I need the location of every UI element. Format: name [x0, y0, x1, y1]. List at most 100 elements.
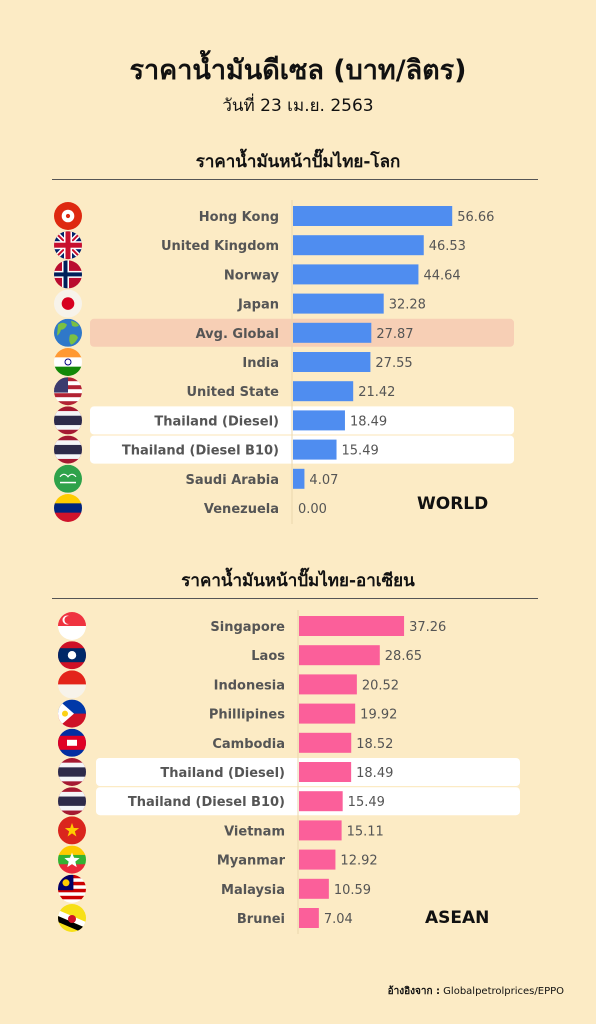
bar [299, 762, 352, 782]
page-title: ราคาน้ำมันดีเซล (บาท/ลิตร) [129, 55, 467, 86]
bar-value: 18.52 [356, 737, 393, 752]
cambodia-flag-icon [58, 728, 86, 757]
bar [299, 703, 356, 724]
bar-label: Thailand (Diesel) [160, 766, 285, 781]
bar-value: 18.49 [356, 766, 393, 781]
bar-value: 18.49 [350, 414, 387, 429]
bar-value: 10.59 [334, 883, 371, 898]
world-tag: WORLD [417, 494, 489, 514]
bar-label: Indonesia [214, 678, 285, 693]
bar [299, 645, 380, 666]
bar-value: 15.11 [347, 824, 384, 839]
bar [293, 381, 354, 402]
brunei-flag-icon [58, 904, 86, 932]
asean-bar-chart: Singapore 37.26 Laos 28.65 Indonesia 20.52 Phi… [58, 610, 520, 934]
bar [293, 468, 305, 489]
bar-value: 28.65 [385, 649, 422, 664]
bar-value: 44.64 [423, 268, 460, 283]
singapore-flag-icon [58, 612, 86, 640]
bar-label: Norway [224, 268, 280, 283]
japan-flag-icon [54, 289, 82, 318]
world-section-title: ราคาน้ำมันหน้าปั๊มไทย-โลก [195, 152, 401, 172]
bar-label: Thailand (Diesel B10) [128, 795, 285, 810]
bar-label: United State [186, 385, 279, 400]
indonesia-flag-icon [58, 670, 86, 699]
world-section-rule [52, 179, 538, 180]
bar [293, 293, 384, 314]
bar-value: 27.55 [375, 356, 412, 371]
bar-label: Malaysia [221, 883, 285, 898]
thailand-flag-icon [58, 758, 86, 786]
bar [299, 849, 336, 870]
world-bar-chart: Hong Kong 56.66 United Kingdom 46.53 Norway 4… [54, 200, 514, 524]
thailand-flag-icon [54, 435, 82, 464]
bar [299, 878, 329, 899]
bar-label: India [242, 356, 279, 371]
bar [299, 732, 352, 753]
bar-label: Singapore [210, 620, 285, 635]
india-flag-icon [54, 348, 82, 376]
bar [299, 791, 343, 812]
bar-value: 21.42 [358, 385, 395, 400]
bar-label: Saudi Arabia [186, 473, 279, 488]
page-subtitle: วันที่ 23 เม.ย. 2563 [222, 96, 374, 116]
bar-value: 20.52 [362, 678, 399, 693]
philippines-flag-icon [58, 699, 86, 728]
laos-flag-icon [58, 641, 86, 670]
vietnam-flag-icon [58, 816, 86, 845]
bar [293, 410, 345, 431]
source-label: อ้างอิงจาก : [387, 986, 440, 997]
bar-label: Hong Kong [199, 210, 279, 225]
bar-value: 15.49 [342, 444, 379, 459]
asean-section-title: ราคาน้ำมันหน้าปั๊มไทย-อาเซียน [181, 571, 415, 591]
bar [293, 322, 372, 343]
bar [293, 439, 337, 460]
bar-value: 37.26 [409, 620, 446, 635]
bar-value: 4.07 [309, 473, 338, 488]
united-states-flag-icon [54, 377, 82, 406]
bar-label: Avg. Global [196, 327, 279, 342]
bar [299, 674, 357, 695]
bar-label: Cambodia [212, 737, 285, 752]
thailand-flag-icon [58, 787, 86, 816]
source-value: Globalpetrolprices/EPPO [443, 986, 564, 997]
bar-label: Vietnam [224, 824, 285, 839]
bar-value: 46.53 [429, 239, 466, 254]
source-note: อ้างอิงจาก : Globalpetrolprices/EPPO [388, 984, 564, 999]
asean-tag: ASEAN [425, 908, 490, 928]
malaysia-flag-icon [58, 874, 86, 903]
bar-label: Brunei [237, 912, 285, 927]
bar-value: 7.04 [324, 912, 353, 927]
venezuela-flag-icon [54, 494, 82, 522]
hong-kong-flag-icon [54, 202, 82, 230]
bar-label: Myanmar [217, 854, 286, 869]
asean-section-rule [52, 598, 538, 599]
bar [293, 264, 419, 285]
bar-value: 56.66 [457, 210, 494, 225]
bar-label: United Kingdom [161, 239, 279, 254]
bar [293, 352, 371, 372]
united-kingdom-flag-icon [54, 231, 82, 260]
myanmar-flag-icon [58, 845, 86, 874]
saudi-arabia-flag-icon [54, 464, 82, 493]
bar-value: 27.87 [376, 327, 413, 342]
thailand-flag-icon [54, 406, 82, 435]
bar-label: Laos [251, 649, 285, 664]
bar [299, 908, 319, 928]
bar-value: 15.49 [348, 795, 385, 810]
bar-value: 19.92 [360, 708, 397, 723]
bar-label: Japan [237, 298, 279, 313]
bar [293, 235, 424, 256]
bar-value: 32.28 [389, 298, 426, 313]
bar-value: 12.92 [340, 854, 377, 869]
bar-label: Thailand (Diesel) [154, 414, 279, 429]
bar-label: Thailand (Diesel B10) [122, 444, 279, 459]
norway-flag-icon [54, 260, 82, 289]
bar [299, 820, 342, 841]
bar [293, 206, 453, 226]
bar-value: 0.00 [298, 502, 327, 517]
bar-label: Venezuela [204, 502, 279, 517]
globe-icon [54, 318, 82, 347]
bar-label: Phillipines [209, 708, 285, 723]
bar [299, 616, 405, 636]
